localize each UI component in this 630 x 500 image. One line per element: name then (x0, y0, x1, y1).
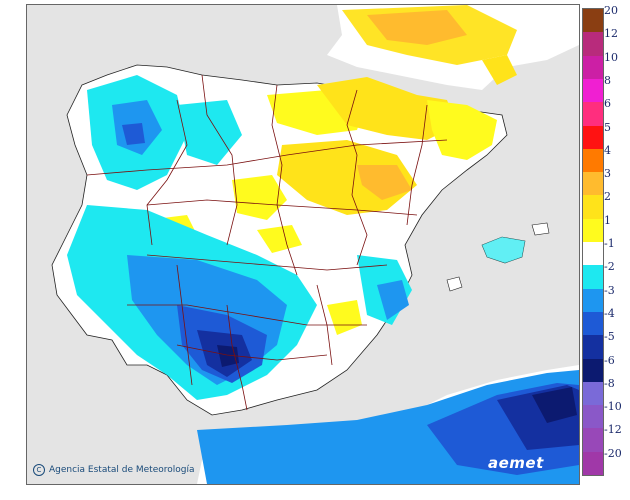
legend-swatch (583, 288, 603, 313)
legend-label: -6 (604, 353, 615, 367)
legend-swatch (583, 78, 603, 103)
legend-label: 8 (604, 73, 611, 87)
anomaly-map (26, 4, 580, 485)
legend-label: -4 (604, 306, 615, 320)
agency-credit: C Agencia Estatal de Meteorología (33, 464, 195, 476)
legend-swatch (583, 32, 603, 57)
legend-swatch (583, 9, 603, 33)
warm-patch (427, 100, 497, 160)
warm-patch (317, 77, 457, 140)
legend-label: 10 (604, 50, 618, 64)
province-borders (86, 74, 448, 411)
legend-colorbar (582, 8, 604, 476)
legend-swatch (583, 381, 603, 406)
legend-label: -8 (604, 376, 615, 390)
warm-patch (367, 10, 467, 45)
warm-patch (357, 165, 412, 200)
legend-label: 5 (604, 120, 611, 134)
legend-label: -10 (604, 400, 622, 414)
legend-label: 4 (604, 143, 611, 157)
legend-label: -5 (604, 330, 615, 344)
legend-label: 3 (604, 167, 611, 181)
agency-name: Agencia Estatal de Meteorología (49, 465, 195, 475)
legend-label: 1 (604, 213, 611, 227)
cold-patch (532, 387, 577, 423)
warm-patch (257, 225, 302, 253)
legend-swatch (583, 311, 603, 336)
legend-label: -3 (604, 283, 615, 297)
cold-patch (377, 280, 409, 320)
warm-patch (482, 55, 517, 85)
legend-swatch (583, 405, 603, 429)
legend-swatch (583, 125, 603, 150)
legend-swatch (583, 242, 603, 266)
legend-label: -1 (604, 237, 615, 250)
legend-label: 2 (604, 190, 611, 204)
legend-label: -20 (604, 446, 622, 460)
legend-swatch (583, 195, 603, 220)
cold-patch (177, 100, 242, 165)
cold-patch (122, 123, 145, 145)
warm-patch (232, 175, 287, 220)
copyright-icon: C (33, 464, 45, 476)
legend-swatch (583, 148, 603, 173)
legend-swatch (583, 218, 603, 243)
map-svg (27, 5, 579, 484)
balearic-ibiza (446, 276, 463, 292)
legend-label: -12 (604, 423, 622, 437)
legend-label: 6 (604, 97, 611, 111)
legend-label: 20 (604, 4, 618, 17)
warm-patch (327, 300, 362, 335)
legend-labels: 20 12 10 8 6 5 4 3 2 1 -1 -2 -3 -4 -5 -6 -8 -10 -12 -20 (604, 0, 630, 500)
legend-label: -2 (604, 260, 615, 274)
aemet-logo: aemet (488, 454, 544, 472)
legend-label: 12 (604, 27, 618, 41)
balearic-menorca (531, 222, 550, 236)
legend-swatch (583, 172, 603, 196)
legend-swatch (583, 265, 603, 290)
legend-swatch (583, 55, 603, 80)
legend-swatch (583, 335, 603, 359)
cold-patch (482, 237, 525, 263)
legend-swatch (583, 102, 603, 126)
legend-swatch (583, 428, 603, 453)
legend-swatch (583, 451, 603, 476)
legend-swatch (583, 358, 603, 383)
